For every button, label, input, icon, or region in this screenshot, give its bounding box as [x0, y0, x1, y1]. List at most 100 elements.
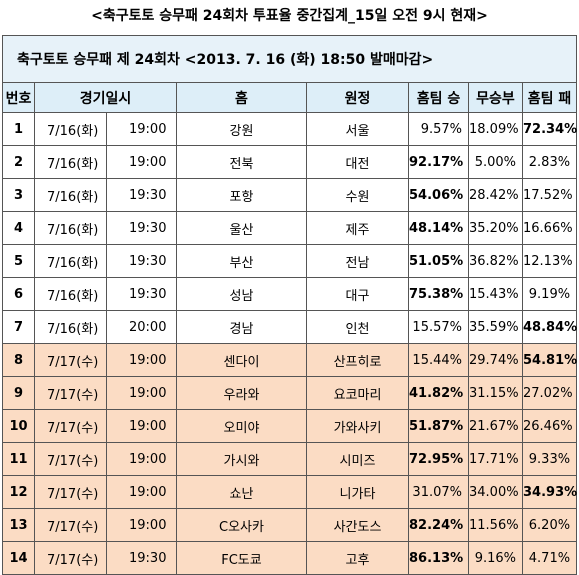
home-loss-rate: 26.46%: [521, 409, 578, 443]
home-team: 강원: [176, 112, 307, 146]
match-time: 19:00: [106, 145, 177, 179]
match-date: 7/17(수): [34, 541, 107, 575]
match-number: 6: [2, 277, 35, 311]
header-home-win: 홈팀 승: [408, 82, 469, 113]
match-date: 7/17(수): [34, 475, 107, 509]
table-row: 11 7/17(수) 19:00 가시와 시미즈 72.95% 17.71% 9.33%: [2, 442, 578, 476]
header-away: 원정: [306, 82, 409, 113]
table-row: 14 7/17(수) 19:30 FC도쿄 고후 86.13% 9.16% 4.71%: [2, 541, 578, 575]
home-win-rate: 86.13%: [408, 541, 469, 575]
match-time: 19:00: [106, 508, 177, 542]
match-time: 19:30: [106, 178, 177, 212]
home-team: FC도쿄: [176, 541, 307, 575]
home-loss-rate: 4.71%: [521, 541, 578, 575]
home-win-rate: 48.14%: [408, 211, 469, 245]
table-row: 13 7/17(수) 19:00 C오사카 사간도스 82.24% 11.56% 6.20%: [2, 508, 578, 542]
draw-rate: 15.43%: [468, 277, 523, 311]
match-time: 19:00: [106, 409, 177, 443]
match-time: 19:30: [106, 211, 177, 245]
draw-rate: 35.59%: [468, 310, 523, 344]
match-time: 19:00: [106, 442, 177, 476]
home-team: 센다이: [176, 343, 307, 377]
match-number: 9: [2, 376, 35, 410]
home-win-rate: 54.06%: [408, 178, 469, 212]
home-team: C오사카: [176, 508, 307, 542]
match-time: 19:00: [106, 376, 177, 410]
match-number: 3: [2, 178, 35, 212]
match-date: 7/17(수): [34, 409, 107, 443]
away-team: 제주: [306, 211, 409, 245]
table-row: 10 7/17(수) 19:00 오미야 가와사키 51.87% 21.67% 26.46%: [2, 409, 578, 443]
match-time: 19:00: [106, 112, 177, 146]
away-team: 대전: [306, 145, 409, 179]
table-row: 6 7/16(화) 19:30 성남 대구 75.38% 15.43% 9.19%: [2, 277, 578, 311]
draw-rate: 9.16%: [468, 541, 523, 575]
home-loss-rate: 16.66%: [521, 211, 578, 245]
away-team: 고후: [306, 541, 409, 575]
match-number: 14: [2, 541, 35, 575]
home-win-rate: 9.57%: [408, 112, 469, 146]
match-date: 7/16(화): [34, 145, 107, 179]
header-draw: 무승부: [468, 82, 523, 113]
match-date: 7/16(화): [34, 178, 107, 212]
page-title: <축구토토 승무패 24회차 투표율 중간집계_15일 오전 9시 현재>: [91, 8, 488, 24]
table-banner-row: 축구토토 승무패 제 24회차 <2013. 7. 16 (화) 18:50 발…: [1, 35, 578, 83]
draw-rate: 35.20%: [468, 211, 523, 245]
away-team: 전남: [306, 244, 409, 278]
match-date: 7/16(화): [34, 211, 107, 245]
header-home: 홈: [176, 82, 307, 113]
draw-rate: 34.00%: [468, 475, 523, 509]
home-loss-rate: 12.13%: [521, 244, 578, 278]
match-date: 7/17(수): [34, 442, 107, 476]
draw-rate: 18.09%: [468, 112, 523, 146]
match-number: 13: [2, 508, 35, 542]
home-win-rate: 51.05%: [408, 244, 469, 278]
away-team: 사간도스: [306, 508, 409, 542]
match-date: 7/17(수): [34, 343, 107, 377]
away-team: 서울: [306, 112, 409, 146]
away-team: 요코마리: [306, 376, 409, 410]
home-team: 경남: [176, 310, 307, 344]
table-row: 3 7/16(화) 19:30 포항 수원 54.06% 28.42% 17.52%: [2, 178, 578, 212]
match-time: 19:30: [106, 541, 177, 575]
home-win-rate: 31.07%: [408, 475, 469, 509]
match-number: 11: [2, 442, 35, 476]
away-team: 인천: [306, 310, 409, 344]
home-loss-rate: 9.19%: [521, 277, 578, 311]
header-no: 번호: [2, 82, 35, 113]
draw-rate: 21.67%: [468, 409, 523, 443]
table-row: 7 7/16(화) 20:00 경남 인천 15.57% 35.59% 48.84%: [2, 310, 577, 344]
match-number: 10: [2, 409, 35, 443]
table-row: 8 7/17(수) 19:00 센다이 산프히로 15.44% 29.74% 54.81%: [2, 343, 577, 377]
home-loss-rate: 17.52%: [521, 178, 578, 212]
draw-rate: 36.82%: [468, 244, 523, 278]
match-time: 19:00: [106, 475, 177, 509]
away-team: 산프히로: [306, 343, 409, 377]
home-win-rate: 92.17%: [408, 145, 469, 179]
home-loss-rate: 6.20%: [521, 508, 578, 542]
header-home-loss: 홈팀 패: [521, 82, 578, 113]
away-team: 대구: [306, 277, 409, 311]
away-team: 수원: [306, 178, 409, 212]
match-date: 7/17(수): [34, 376, 107, 410]
match-number: 12: [2, 475, 35, 509]
match-date: 7/16(화): [34, 112, 107, 146]
home-loss-rate: 34.93%: [521, 475, 577, 509]
home-win-rate: 41.82%: [408, 376, 469, 410]
match-number: 4: [2, 211, 35, 245]
match-date: 7/16(화): [34, 277, 107, 311]
home-team: 가시와: [176, 442, 307, 476]
home-loss-rate: 9.33%: [521, 442, 578, 476]
match-date: 7/16(화): [34, 310, 107, 344]
home-win-rate: 72.95%: [408, 442, 469, 476]
home-loss-rate: 27.02%: [521, 376, 578, 410]
table-header-row: 번호 경기일시 홈 원정 홈팀 승 무승부 홈팀 패: [2, 82, 578, 113]
home-win-rate: 51.87%: [408, 409, 469, 443]
home-team: 울산: [176, 211, 307, 245]
draw-rate: 28.42%: [468, 178, 523, 212]
match-time: 19:30: [106, 277, 177, 311]
match-date: 7/16(화): [34, 244, 107, 278]
match-time: 19:00: [106, 343, 177, 377]
match-number: 2: [2, 145, 35, 179]
home-team: 전북: [176, 145, 307, 179]
